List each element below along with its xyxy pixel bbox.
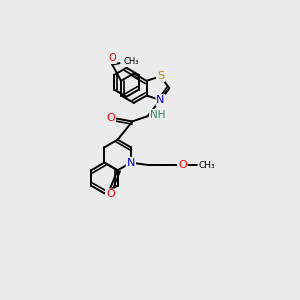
Text: NH: NH xyxy=(150,110,166,120)
Text: O: O xyxy=(106,190,115,200)
Text: N: N xyxy=(156,95,165,105)
Text: O: O xyxy=(106,113,115,123)
Text: N: N xyxy=(127,158,135,168)
Text: S: S xyxy=(157,71,164,81)
Text: CH₃: CH₃ xyxy=(199,160,215,169)
Text: CH₃: CH₃ xyxy=(123,57,139,66)
Text: O: O xyxy=(108,53,116,63)
Text: O: O xyxy=(178,160,187,170)
